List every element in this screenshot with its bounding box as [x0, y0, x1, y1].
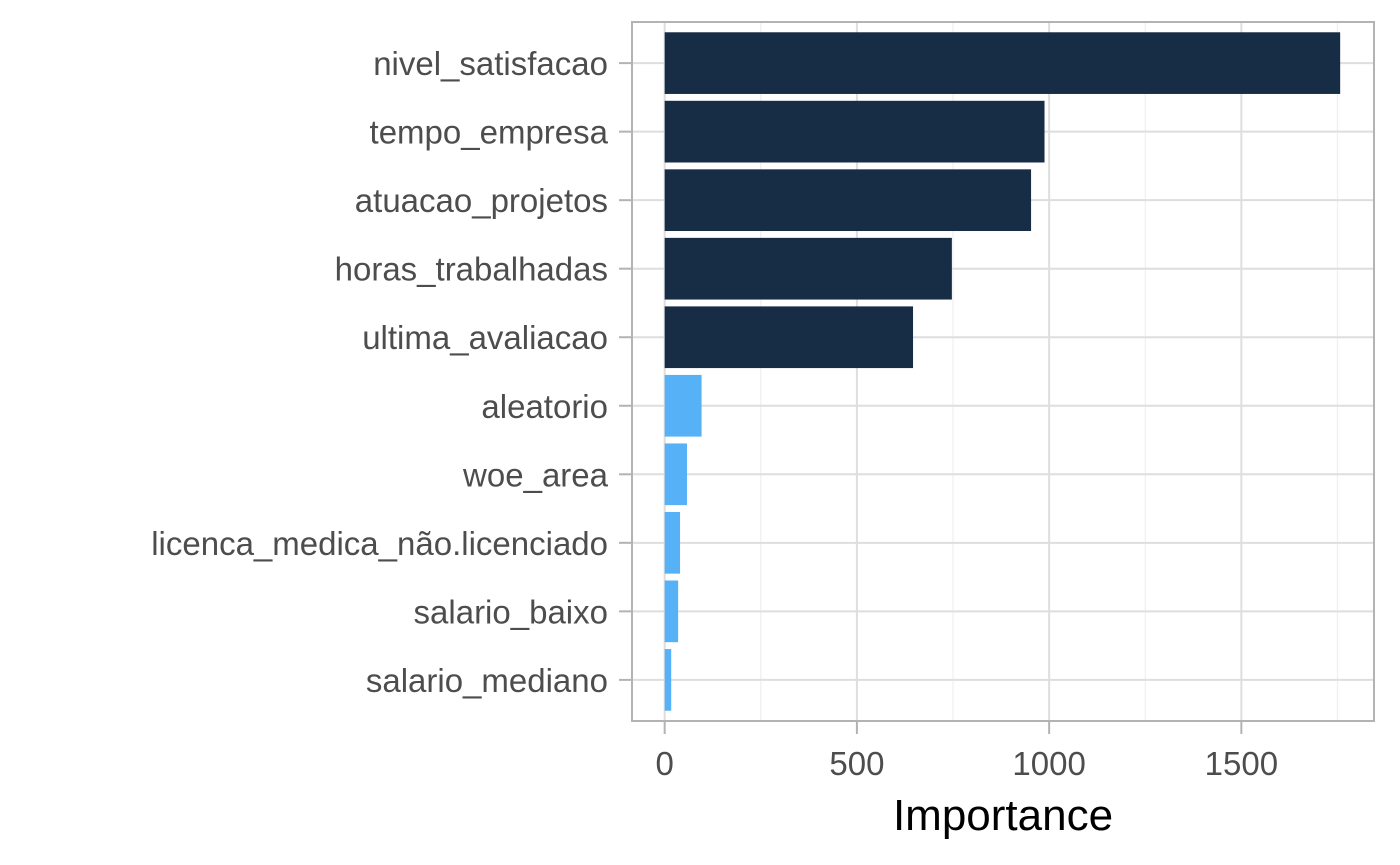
bar-salario_mediano: [664, 649, 672, 711]
y-tick-label: horas_trabalhadas: [335, 251, 608, 288]
bar-tempo_empresa: [664, 100, 1045, 163]
y-tick-label: woe_area: [462, 456, 609, 493]
x-tick-label: 500: [829, 745, 884, 782]
x-tick-label: 1000: [1012, 745, 1085, 782]
x-axis-title: Importance: [893, 791, 1113, 840]
y-tick-label: licenca_medica_não.licenciado: [151, 525, 608, 562]
plot-panel-border: [631, 21, 1375, 722]
bar-licenca_medica_não.licenciado: [664, 511, 681, 574]
y-tick-label: atuacao_projetos: [355, 182, 608, 219]
bar-aleatorio: [664, 374, 702, 437]
x-tick-label: 1500: [1205, 745, 1278, 782]
bar-woe_area: [664, 443, 687, 506]
bar-salario_baixo: [664, 580, 679, 643]
y-tick-label: tempo_empresa: [370, 114, 609, 151]
x-tick-label: 0: [655, 745, 673, 782]
x-axis: 0 500 1000 1500: [655, 721, 1278, 782]
bar-horas_trabalhadas: [664, 237, 952, 300]
y-tick-label: salario_mediano: [366, 662, 608, 699]
bar-atuacao_projetos: [664, 169, 1032, 232]
y-tick-label: ultima_avaliacao: [362, 319, 608, 356]
y-tick-label: aleatorio: [481, 388, 608, 425]
y-axis: nivel_satisfacao tempo_empresa atuacao_pro…: [151, 45, 632, 699]
y-tick-label: nivel_satisfacao: [373, 45, 608, 82]
bar-ultima_avaliacao: [664, 306, 914, 369]
bar-nivel_satisfacao: [664, 32, 1341, 94]
y-tick-label: salario_baixo: [414, 593, 608, 630]
bars: [664, 32, 1341, 711]
